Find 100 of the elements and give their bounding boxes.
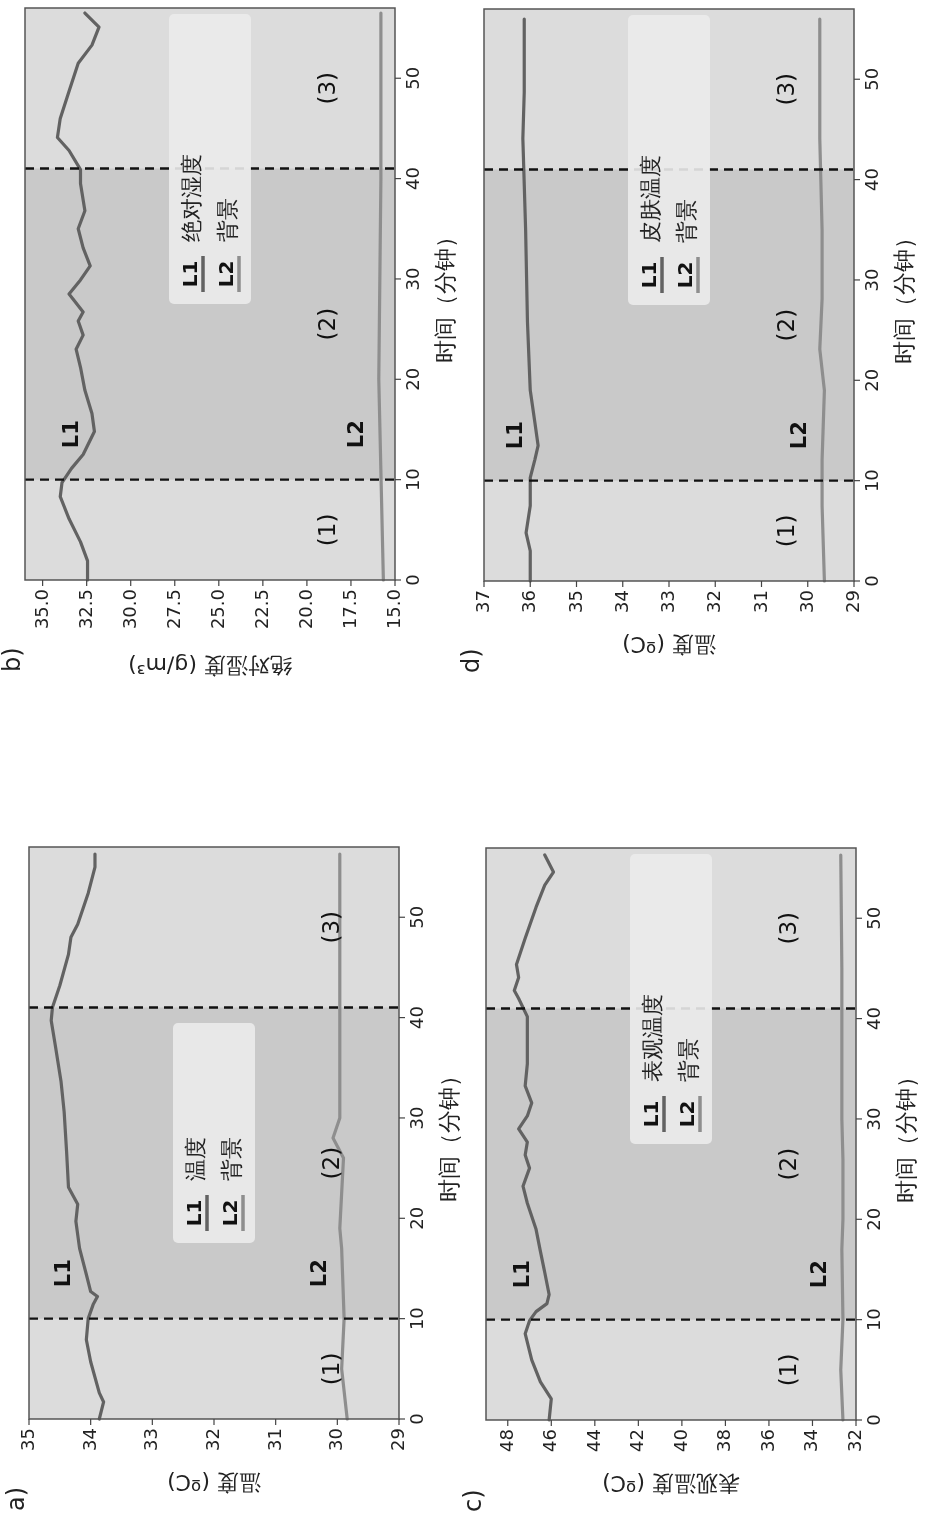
y-tick-label: 30 [405,1106,427,1130]
legend-label: L1 [178,260,202,288]
y-tick-label: 0 [405,1413,427,1425]
legend-label: L2 [673,261,697,289]
annotation: (3) [313,71,340,105]
y-axis-title: 时间（分钟） [891,226,917,364]
annotation: (2) [772,308,799,342]
y-tick-label: 20 [860,368,882,392]
text: d) [457,648,485,673]
y-tick-label: 20 [401,367,423,391]
annotation: 皮肤温度 [638,155,663,243]
y-tick-label: 40 [862,1007,884,1031]
x-tick-label: 22.5 [250,589,272,630]
text: L1 [503,421,528,450]
text: c) [459,1489,487,1512]
y-tick-label: 30 [860,268,882,292]
y-tick-label: 0 [862,1414,884,1426]
x-tick-label: 44 [582,1429,604,1452]
x-tick-label: 32 [703,590,725,613]
y-tick-label: 10 [401,468,423,492]
annotation: 背景 [674,199,699,243]
y-tick-label: 10 [860,469,882,493]
y-tick-label: 50 [862,906,884,930]
x-tick-label: 32 [844,1429,865,1452]
x-tick-label: 32.5 [74,589,96,630]
x-tick-label: 35 [17,1428,38,1451]
x-tick-label: 46 [539,1429,561,1452]
x-tick-label: 33 [657,590,678,613]
y-tick-label: 30 [401,267,423,291]
y-tick-label: 10 [862,1308,884,1332]
y-tick-label: 40 [401,167,423,191]
text: L2 [806,1260,831,1289]
y-tick-label: 20 [405,1206,427,1230]
y-tick-label: 40 [860,168,882,192]
y-tick-label: 20 [862,1207,884,1231]
annotation: (3) [774,911,801,945]
x-tick-label: 42 [626,1429,648,1452]
text: b) [0,647,26,672]
annotation: 表观温度 [640,994,665,1082]
x-tick-label: 32 [202,1428,223,1451]
x-tick-label: 30.0 [118,589,140,630]
x-tick-label: 35.0 [30,589,52,630]
text: L1 [59,420,84,449]
x-tick-label: 31 [263,1428,285,1451]
x-tick-label: 30 [795,590,817,613]
annotation: 背景 [676,1038,701,1082]
x-axis-title: 温度 (ºC) [622,632,716,657]
annotation: 绝对湿度 [179,154,204,242]
x-tick-label: 29 [842,590,863,613]
y-tick-label: 0 [401,574,423,586]
annotation: (2) [774,1147,801,1181]
x-axis-title: 温度 (ºC) [167,1470,261,1495]
text: a) [2,1486,30,1511]
annotation: (3) [317,910,344,944]
y-axis-title: 时间（分钟） [893,1065,919,1203]
x-tick-label: 27.5 [162,589,184,630]
text: L1 [51,1259,76,1288]
x-tick-label: 34 [800,1429,822,1452]
legend-label: L1 [182,1199,206,1227]
annotation: (2) [313,307,340,341]
annotation: (1) [317,1352,344,1386]
annotation: (1) [774,1353,801,1387]
x-tick-label: 34 [610,590,632,613]
x-tick-label: 30 [325,1428,347,1451]
legend-label: L1 [639,1100,663,1128]
annotation: 温度 [183,1137,208,1181]
y-tick-label: 50 [860,67,882,91]
y-axis-title: 时间（分钟） [436,1064,462,1202]
x-tick-label: 29 [387,1428,408,1451]
legend-label: L2 [675,1100,699,1128]
y-tick-label: 30 [862,1107,884,1131]
legend-label: L2 [214,260,238,288]
x-axis-title: 表观温度 (ºC) [602,1471,740,1496]
x-tick-label: 38 [713,1429,735,1452]
text: L2 [306,1259,331,1288]
y-axis-title: 时间（分钟） [432,225,458,363]
text: L2 [343,420,368,449]
x-tick-label: 34 [78,1428,100,1451]
y-tick-label: 0 [860,575,882,587]
legend-label: L1 [637,261,661,289]
y-tick-label: 10 [405,1307,427,1331]
annotation: (3) [772,72,799,106]
x-tick-label: 31 [749,590,771,613]
y-tick-label: 50 [405,905,427,929]
annotation: 背景 [215,198,240,242]
text: L1 [509,1260,534,1289]
annotation: (1) [772,514,799,548]
x-tick-label: 40 [669,1429,691,1452]
x-tick-label: 15.0 [383,589,404,630]
x-tick-label: 36 [518,590,540,613]
legend-label: L2 [218,1199,242,1227]
x-tick-label: 33 [140,1428,162,1451]
annotation: (2) [317,1146,344,1180]
y-tick-label: 40 [405,1006,427,1030]
x-tick-label: 25.0 [206,589,228,630]
x-tick-label: 36 [756,1429,778,1452]
x-tick-label: 17.5 [338,589,360,630]
x-tick-label: 37 [472,590,493,613]
x-tick-label: 48 [495,1429,517,1452]
y-tick-label: 50 [401,66,423,90]
